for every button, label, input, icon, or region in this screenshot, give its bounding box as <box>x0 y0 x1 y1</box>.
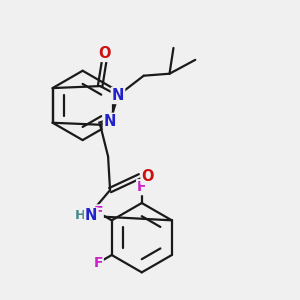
Text: N: N <box>85 208 98 224</box>
Text: H: H <box>75 209 86 222</box>
Text: N: N <box>112 88 124 103</box>
Text: F: F <box>93 256 103 270</box>
Text: N: N <box>104 114 116 129</box>
Text: O: O <box>98 46 110 61</box>
Text: O: O <box>142 169 154 184</box>
Text: F: F <box>93 206 103 219</box>
Text: F: F <box>137 180 146 194</box>
